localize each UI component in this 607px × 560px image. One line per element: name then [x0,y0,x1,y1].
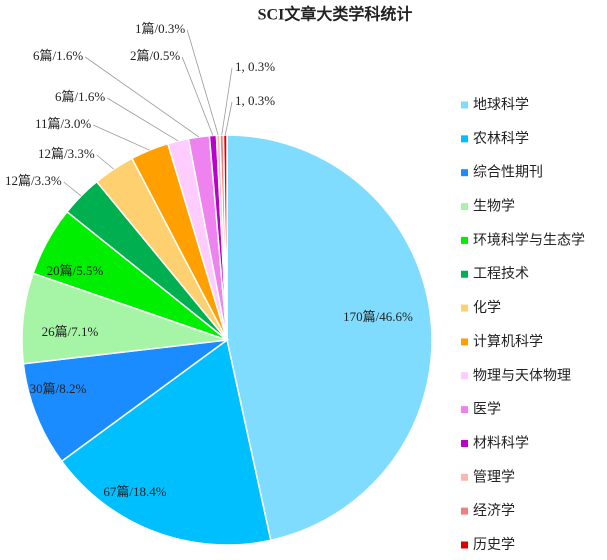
data-label: 26篇/7.1% [42,324,99,339]
data-label: 1, 0.3% [235,93,275,108]
legend-swatch [461,304,468,312]
pie-slice [60,338,272,546]
data-label: 67篇/18.4% [103,484,166,499]
legend-swatch [461,338,468,346]
data-label: 1篇/0.3% [135,21,185,36]
legend-label: 物理与天体物理 [473,368,571,384]
legend-swatch [461,541,468,549]
leader-line [181,56,214,136]
legend-swatch [461,507,468,515]
data-label: 6篇/1.6% [55,89,105,104]
legend-label: 管理学 [473,469,515,485]
leader-line [96,154,115,170]
legend-label: 化学 [473,300,501,316]
legend-swatch [461,473,468,481]
data-label: 2篇/0.5% [130,48,180,63]
legend-swatch [461,203,468,211]
legend-swatch [461,270,468,278]
pie-slice [22,338,230,463]
legend-label: 环境科学与生态学 [473,232,585,248]
legend-label: 生物学 [473,199,515,215]
legend-label: 地球科学 [473,97,529,113]
data-label: 6篇/1.6% [33,48,83,63]
leader-line [63,181,82,197]
legend-label: 综合性期刊 [473,165,543,181]
legend-label: 经济学 [473,503,515,519]
legend-label: 农林科学 [473,131,529,147]
legend-label: 医学 [473,402,501,418]
data-label: 11篇/3.0% [35,116,91,131]
legend-swatch [461,439,468,447]
legend-label: 计算机科学 [473,334,543,350]
leader-line [221,67,233,136]
pie-slice [226,134,433,542]
data-label: 20篇/5.5% [47,263,104,278]
data-label: 170篇/46.6% [343,309,413,324]
chart-title: SCI文章大类学科统计 [258,5,413,24]
data-label: 12篇/3.3% [38,146,95,161]
leader-line [93,124,150,151]
data-label: 30篇/8.2% [30,381,87,396]
legend-label: 工程技术 [473,266,529,282]
legend-label: 材料科学 [473,435,529,451]
leader-line [224,101,233,136]
data-label: 12篇/3.3% [5,173,62,188]
leader-line [186,29,219,136]
legend-swatch [461,101,468,109]
leader-line [106,97,179,142]
legend-swatch [461,406,468,414]
data-label: 1, 0.3% [235,59,275,74]
legend-label: 历史学 [473,537,515,553]
legend-swatch [461,372,468,380]
legend-swatch [461,169,468,177]
leader-line [84,56,200,138]
legend-swatch [461,236,468,244]
legend-swatch [461,135,468,143]
